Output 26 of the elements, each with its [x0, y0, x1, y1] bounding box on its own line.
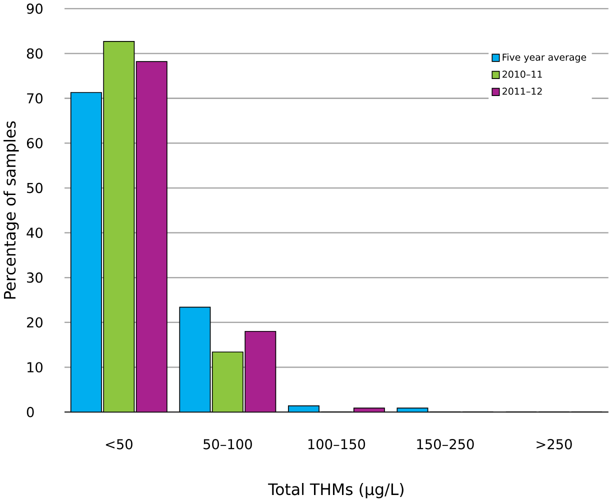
bar	[103, 41, 135, 412]
y-tick-label: 30	[27, 272, 42, 283]
x-axis-title: Total THMs (μg/L)	[268, 483, 404, 498]
x-tick-label: 150–250	[417, 439, 474, 450]
y-tick-label: 50	[27, 182, 42, 194]
legend-label: Five year average	[502, 54, 586, 63]
x-tick-label: 100–150	[308, 439, 366, 450]
y-tick-label: 80	[26, 48, 42, 59]
y-axis-title: Percentage of samples	[4, 121, 19, 299]
y-tick-label: 0	[26, 407, 34, 418]
legend-label: 2010–11	[502, 70, 542, 78]
y-tick-label: 40	[26, 228, 42, 238]
y-tick-label: 20	[27, 317, 42, 328]
bar	[136, 61, 168, 412]
bar	[212, 352, 244, 412]
y-tick-label: 10	[28, 362, 42, 373]
bar	[244, 331, 276, 412]
y-tick-label: 70	[27, 93, 42, 104]
bar	[70, 92, 102, 412]
x-tick-label: <50	[106, 439, 132, 450]
bar	[179, 306, 211, 412]
x-tick-label: >250	[536, 439, 572, 450]
legend-label: 2011–12	[502, 88, 542, 95]
y-tick-label: 90	[26, 4, 42, 14]
y-tick-label: 60	[26, 138, 42, 148]
x-tick-label: 50–100	[204, 439, 252, 450]
